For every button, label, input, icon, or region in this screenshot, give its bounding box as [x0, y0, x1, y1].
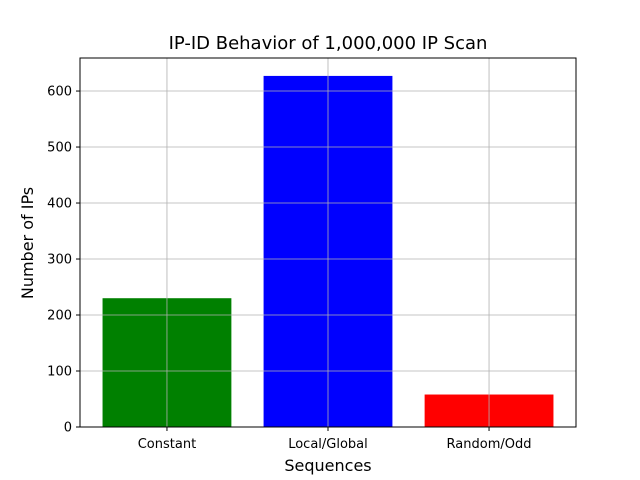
y-tick-label: 600 — [47, 85, 72, 100]
x-axis-ticks: Constant Local/Global Random/Odd — [138, 427, 532, 452]
y-tick-label: 300 — [47, 253, 72, 268]
y-tick-label: 0 — [64, 421, 72, 436]
y-axis-ticks: 0 100 200 300 400 500 600 — [47, 85, 80, 436]
y-tick-label: 400 — [47, 197, 72, 212]
x-tick-label: Local/Global — [288, 437, 368, 452]
y-tick-label: 500 — [47, 141, 72, 156]
chart-title: IP-ID Behavior of 1,000,000 IP Scan — [169, 33, 488, 54]
x-axis-label: Sequences — [284, 456, 371, 475]
x-tick-label: Random/Odd — [447, 437, 532, 452]
y-axis-label: Number of IPs — [18, 187, 37, 299]
x-tick-label: Constant — [138, 437, 196, 452]
y-tick-label: 100 — [47, 365, 72, 380]
y-tick-label: 200 — [47, 309, 72, 324]
